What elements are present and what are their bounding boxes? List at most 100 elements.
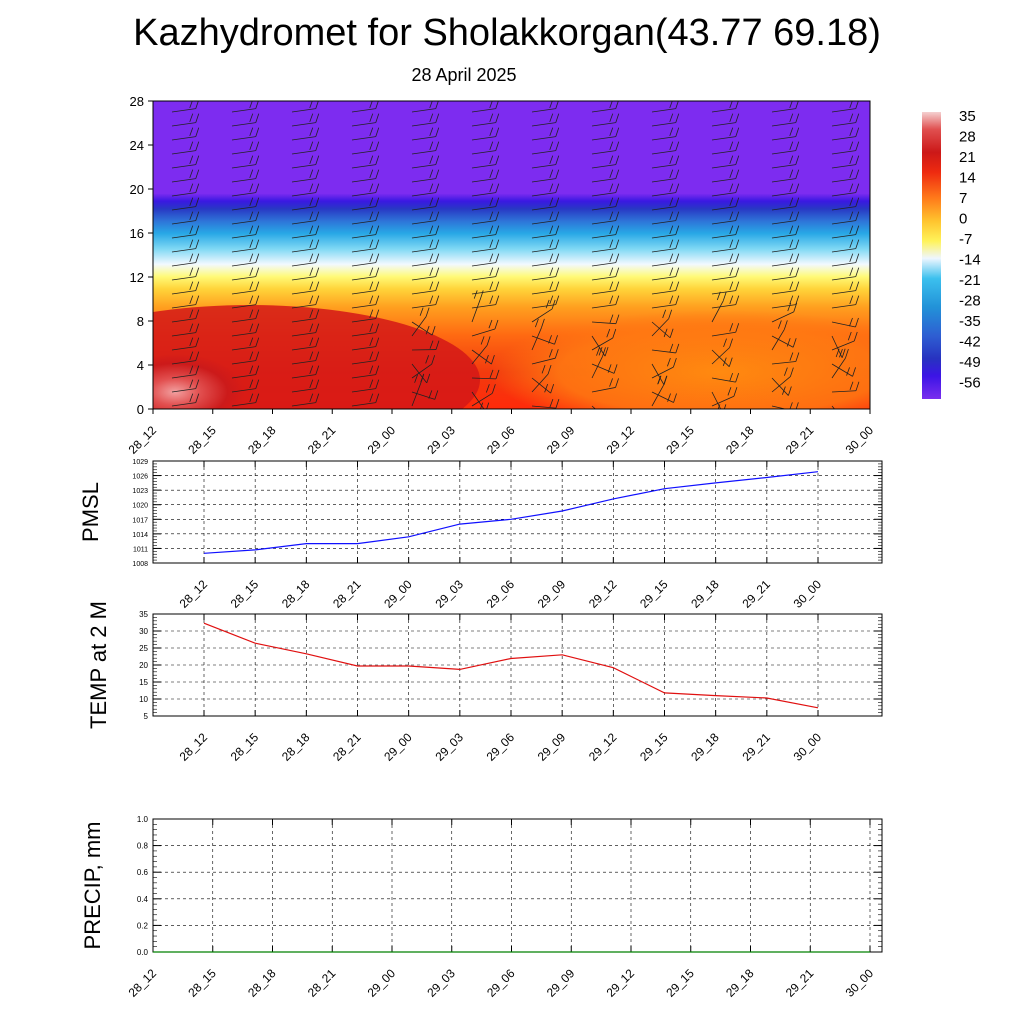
wind-barb-flag — [189, 393, 194, 402]
wind-barb-flag — [195, 295, 200, 305]
wind-barb-flag — [189, 197, 194, 206]
wind-barb — [471, 248, 496, 253]
wind-barb — [351, 206, 376, 211]
wind-barb-flag — [549, 239, 554, 248]
wind-barb — [831, 136, 856, 141]
wind-barb-flag — [255, 267, 260, 277]
wind-barb-flag — [369, 337, 374, 346]
wind-barb-flag — [255, 239, 260, 249]
colorbar-label: 21 — [959, 149, 976, 166]
wind-barb-flag — [429, 211, 434, 220]
wind-barb-flag — [375, 267, 380, 277]
wind-barb-flag — [255, 141, 260, 151]
wind-barb-flag — [429, 267, 434, 276]
wind-barb — [651, 192, 676, 197]
wind-barb-flag — [855, 295, 860, 305]
x-tick-label: 29_06 — [484, 730, 518, 764]
wind-barb-flag — [675, 127, 680, 137]
heatmap-warm-region — [490, 310, 870, 409]
wind-barb-flag — [249, 183, 254, 192]
wind-barb — [351, 164, 376, 169]
wind-barb-flag — [855, 267, 860, 277]
wind-barb-flag — [189, 295, 194, 304]
wind-barb — [591, 356, 603, 379]
wind-barb-flag — [315, 183, 320, 193]
wind-barb-flag — [480, 336, 485, 345]
wind-barb-flag — [189, 323, 194, 332]
y-tick-label: 0.6 — [137, 868, 149, 877]
wind-barb-flag — [545, 299, 550, 309]
wind-barb-flag — [547, 365, 552, 375]
wind-barb-flag — [375, 309, 380, 319]
wind-barb — [531, 150, 556, 155]
wind-barb-flag — [602, 347, 606, 357]
wind-barb-flag — [489, 281, 494, 290]
wind-barb — [411, 363, 428, 384]
wind-barb-flag — [309, 155, 314, 164]
wind-barb-flag — [375, 393, 380, 403]
wind-barb-flag — [855, 155, 860, 165]
wind-barb-flag — [786, 338, 791, 347]
wind-barb — [351, 262, 376, 267]
wind-barb-flag — [435, 155, 440, 165]
wind-barb-flag — [189, 365, 194, 374]
wind-barb-flag — [375, 127, 380, 137]
wind-barb — [231, 122, 256, 127]
wind-barb-flag — [255, 183, 260, 193]
wind-barb — [231, 136, 256, 141]
colorbar-label: -49 — [959, 354, 981, 371]
wind-barb-flag — [249, 309, 254, 318]
wind-barb-flag — [675, 183, 680, 193]
wind-barb-flag — [495, 211, 500, 221]
wind-barb-flag — [615, 239, 620, 249]
wind-barb-flag — [729, 155, 734, 164]
wind-barb-flag — [315, 155, 320, 165]
wind-barb — [411, 234, 436, 239]
wind-barb-flag — [369, 155, 374, 164]
wind-barb — [351, 136, 376, 141]
x-tick-label: 29_15 — [663, 423, 697, 457]
wind-barb-flag — [673, 357, 677, 368]
wind-barb — [591, 192, 616, 197]
wind-barb-flag — [189, 211, 194, 220]
wind-barb-flag — [419, 307, 424, 316]
wind-barb-flag — [309, 351, 314, 360]
wind-barb — [711, 391, 722, 409]
wind-barb — [351, 276, 376, 281]
wind-barb-flag — [189, 239, 194, 248]
wind-barb — [831, 192, 856, 197]
wind-barb — [351, 192, 376, 197]
wind-barb-flag — [435, 197, 440, 207]
wind-barb — [231, 164, 256, 169]
wind-barb — [771, 234, 796, 239]
wind-barb-flag — [189, 337, 194, 346]
wind-barb-flag — [669, 127, 674, 136]
wind-barb — [531, 122, 556, 127]
wind-barb-flag — [549, 225, 554, 234]
temp-2m-panel: 5 10 15 20 25 30 35 28_12 28_15 28_18 28_21 29_00 29… — [86, 601, 883, 764]
wind-barb — [831, 357, 846, 379]
wind-barb-flag — [249, 197, 254, 206]
wind-barb-flag — [663, 375, 668, 386]
wind-barb-flag — [555, 211, 560, 221]
x-tick-label: 29_21 — [783, 966, 817, 1000]
wind-barb-flag — [429, 340, 434, 349]
wind-barb-flag — [428, 390, 433, 399]
wind-barb-flag — [555, 113, 560, 123]
wind-barb-flag — [549, 113, 554, 122]
wind-barb — [831, 262, 856, 267]
x-tick-label: 29_03 — [432, 730, 466, 764]
wind-barb-flag — [669, 328, 674, 338]
wind-barb-flag — [375, 253, 380, 263]
y-tick-label: 15 — [139, 678, 148, 687]
wind-barb-flag — [555, 127, 560, 137]
wind-barb — [291, 318, 316, 323]
colorbar-label: -42 — [959, 334, 981, 351]
wind-barb-flag — [189, 267, 194, 276]
wind-barb — [771, 248, 796, 253]
wind-barb-flag — [429, 225, 434, 234]
wind-barb-flag — [610, 413, 613, 422]
y-tick-label: 8 — [137, 314, 144, 329]
wind-barb-flag — [609, 169, 614, 178]
wind-barb-flag — [195, 323, 200, 333]
